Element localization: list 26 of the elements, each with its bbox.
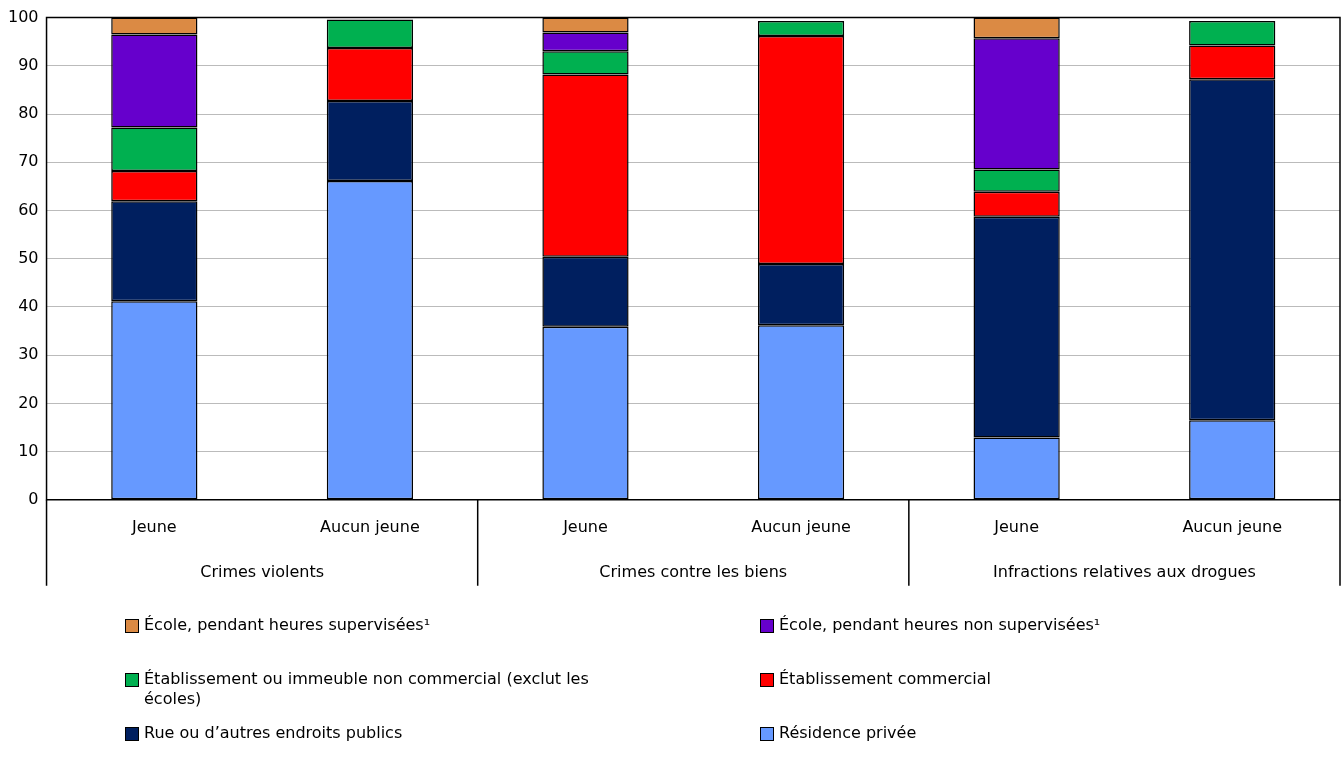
y-tick-label: 50: [18, 247, 39, 267]
y-tick-label: 30: [18, 344, 39, 364]
legend-label: École, pendant heures supervisées¹: [144, 615, 431, 635]
y-tick-label: 60: [18, 199, 39, 219]
y-tick-label: 40: [18, 296, 39, 316]
x-tick-label: Aucun jeune: [320, 516, 420, 536]
legend-label: Résidence privée: [779, 723, 917, 743]
x-tick-label: Jeune: [130, 516, 177, 536]
y-tick-label: 70: [18, 151, 39, 171]
text: Crimes contre les biens: [599, 561, 788, 581]
y-tick-label: 80: [18, 103, 39, 123]
y-tick-label: 20: [18, 392, 39, 412]
x-tick-label: Aucun jeune: [751, 516, 851, 536]
y-tick-label: 90: [18, 54, 39, 74]
legend-label: Établissement ou immeuble non commercial (exclut les écoles): [144, 669, 590, 709]
text: Infractions relatives aux drogues: [993, 561, 1256, 581]
y-tick-label: 0: [28, 488, 39, 508]
y-tick-label: 100: [7, 6, 39, 26]
legend-label: Rue ou d’autres endroits publics: [144, 723, 403, 743]
x-tick-label: Aucun jeune: [1182, 516, 1283, 536]
legend-label: Établissement commercial: [779, 669, 991, 689]
text: Crimes violents: [200, 561, 325, 581]
x-tick-label: Jeune: [562, 516, 608, 536]
x-tick-label: Jeune: [993, 516, 1039, 536]
y-tick-label: 10: [18, 440, 39, 460]
legend-label: École, pendant heures non supervisées¹: [779, 615, 1101, 635]
